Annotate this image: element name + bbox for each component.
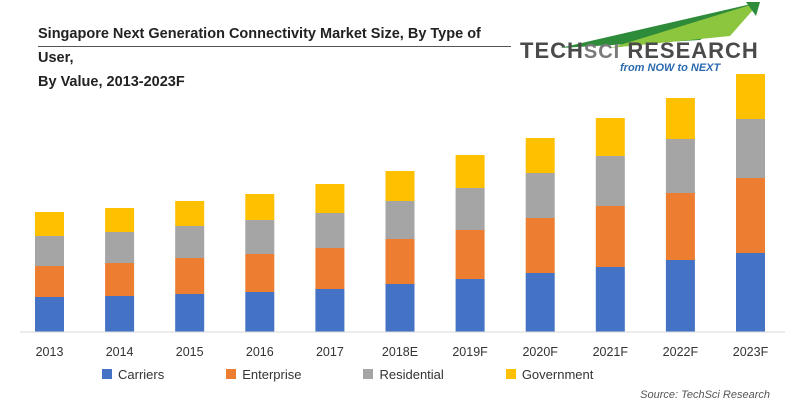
bar-carriers-2013 bbox=[35, 297, 64, 332]
bar-residential-2017 bbox=[315, 213, 345, 248]
legend-swatch-government bbox=[505, 369, 516, 379]
x-tick-label-2018e: 2018E bbox=[382, 345, 418, 359]
bar-carriers-2018e bbox=[385, 284, 415, 332]
bar-enterprise-2022f bbox=[665, 193, 695, 260]
bar-carriers-2015 bbox=[175, 294, 205, 332]
bar-enterprise-2020f bbox=[525, 218, 555, 273]
legend-label-residential: Residential bbox=[379, 366, 444, 382]
logo-arrow-icon bbox=[560, 2, 760, 48]
bar-residential-2021f bbox=[595, 156, 625, 206]
bar-enterprise-2016 bbox=[245, 254, 275, 292]
x-tick-label-2021f: 2021F bbox=[593, 345, 629, 359]
chart-title-line-2: By Value, 2013-2023F bbox=[38, 74, 185, 90]
bar-residential-2018e bbox=[385, 201, 415, 239]
bar-carriers-2023f bbox=[736, 253, 765, 332]
bars-layer bbox=[35, 74, 765, 332]
legend-item-enterprise: Enterprise bbox=[226, 367, 301, 382]
bar-carriers-2016 bbox=[245, 292, 275, 332]
bar-residential-2015 bbox=[175, 226, 205, 258]
bar-government-2014 bbox=[105, 208, 135, 232]
bar-enterprise-2017 bbox=[315, 248, 345, 289]
bar-government-2015 bbox=[175, 201, 205, 226]
bar-enterprise-2019f bbox=[455, 230, 485, 279]
bar-enterprise-2015 bbox=[175, 258, 205, 294]
x-tick-label-2017: 2017 bbox=[316, 345, 344, 359]
bar-carriers-2014 bbox=[105, 296, 135, 332]
bar-government-2013 bbox=[35, 212, 64, 236]
chart-title: Singapore Next Generation Connectivity M… bbox=[38, 22, 516, 94]
bar-government-2016 bbox=[245, 194, 275, 220]
bar-government-2023f bbox=[736, 74, 765, 119]
chart-title-line-1: Singapore Next Generation Connectivity M… bbox=[38, 26, 481, 66]
bar-enterprise-2023f bbox=[736, 178, 765, 253]
bar-residential-2020f bbox=[525, 173, 555, 218]
x-tick-label-2020f: 2020F bbox=[522, 345, 558, 359]
logo-word-research: RESEARCH bbox=[620, 38, 759, 63]
bar-residential-2016 bbox=[245, 220, 275, 254]
legend-swatch-carriers bbox=[102, 369, 112, 379]
logo-word-tech: TECH bbox=[520, 38, 584, 63]
legend-swatch-residential bbox=[363, 369, 374, 379]
x-tick-label-2013: 2013 bbox=[36, 345, 64, 359]
legend-swatch-enterprise bbox=[226, 369, 237, 379]
legend: Carriers Enterprise Residential Governme… bbox=[102, 366, 655, 382]
x-tick-label-2019f: 2019F bbox=[452, 345, 488, 359]
bar-government-2018e bbox=[385, 171, 415, 201]
legend-item-residential: Residential bbox=[363, 366, 444, 382]
x-tick-label-2023f: 2023F bbox=[733, 345, 769, 359]
x-tick-label-2022f: 2022F bbox=[663, 345, 699, 359]
legend-label-government: Government bbox=[521, 366, 594, 382]
bar-carriers-2020f bbox=[525, 273, 555, 332]
bar-carriers-2019f bbox=[455, 279, 485, 332]
bar-government-2020f bbox=[525, 138, 555, 173]
bar-carriers-2017 bbox=[315, 289, 345, 332]
x-tick-label-2015: 2015 bbox=[176, 345, 204, 359]
logo-wordmark: TECHSCI RESEARCH bbox=[520, 38, 759, 64]
bar-government-2021f bbox=[595, 118, 625, 156]
bar-enterprise-2013 bbox=[35, 266, 64, 297]
bar-carriers-2022f bbox=[665, 260, 695, 332]
techsci-logo: TECHSCI RESEARCH from NOW to NEXT bbox=[520, 0, 770, 78]
legend-label-carriers: Carriers bbox=[118, 366, 165, 382]
bar-enterprise-2021f bbox=[595, 206, 625, 267]
logo-word-sci: SCI bbox=[583, 41, 621, 63]
legend-label-enterprise: Enterprise bbox=[242, 366, 302, 382]
source-note: Source: TechSci Research bbox=[640, 389, 770, 401]
bar-carriers-2021f bbox=[595, 267, 625, 332]
bar-enterprise-2014 bbox=[105, 263, 135, 296]
bar-government-2022f bbox=[665, 98, 695, 139]
bar-government-2019f bbox=[455, 155, 485, 188]
bar-residential-2019f bbox=[455, 188, 485, 230]
logo-tagline: from NOW to NEXT bbox=[620, 62, 721, 74]
legend-item-carriers: Carriers bbox=[102, 367, 164, 382]
bar-government-2017 bbox=[315, 184, 345, 213]
bar-residential-2023f bbox=[736, 119, 765, 178]
logo-arrow-light bbox=[610, 2, 760, 48]
legend-item-government: Government bbox=[505, 366, 594, 382]
bar-enterprise-2018e bbox=[385, 239, 415, 284]
x-tick-labels: 2013 2014 2015 2016 2017 2018E 2019F 2020F 2021F… bbox=[36, 345, 769, 359]
title-underline bbox=[38, 46, 511, 47]
bar-residential-2013 bbox=[35, 236, 64, 266]
bar-residential-2022f bbox=[665, 139, 695, 193]
logo-arrow-dark bbox=[560, 2, 760, 48]
logo-arrow-head bbox=[746, 2, 760, 16]
x-tick-label-2016: 2016 bbox=[246, 345, 274, 359]
bar-residential-2014 bbox=[105, 232, 135, 263]
x-tick-label-2014: 2014 bbox=[106, 345, 134, 359]
